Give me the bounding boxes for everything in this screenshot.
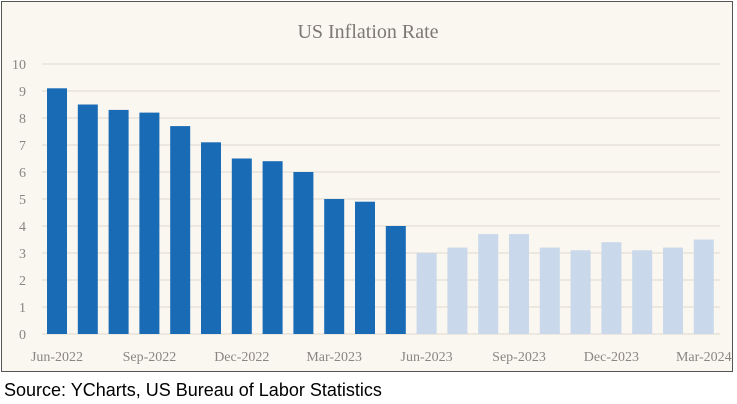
y-tick-label: 9 xyxy=(19,85,26,100)
bar-jul-2023 xyxy=(447,247,468,334)
y-tick-label: 4 xyxy=(19,220,26,235)
bar-may-2023 xyxy=(385,226,406,334)
bar-mar-2024 xyxy=(693,239,714,334)
bar-mar-2023 xyxy=(324,199,345,334)
x-tick-label: Sep-2023 xyxy=(492,350,546,365)
x-tick-label: Dec-2022 xyxy=(214,350,269,365)
y-tick-label: 0 xyxy=(19,328,26,343)
y-tick-label: 8 xyxy=(19,112,26,127)
bar-jul-2022 xyxy=(77,104,98,334)
y-tick-label: 10 xyxy=(12,58,26,73)
bar-apr-2023 xyxy=(355,201,375,334)
bar-jun-2022 xyxy=(47,88,67,334)
bar-aug-2022 xyxy=(108,109,129,335)
bar-nov-2022 xyxy=(201,142,221,334)
x-tick-label: Mar-2023 xyxy=(306,350,362,365)
bar-oct-2023 xyxy=(539,247,560,334)
x-tick-label: Jun-2022 xyxy=(31,350,83,365)
y-tick-label: 3 xyxy=(19,247,26,262)
y-tick-label: 6 xyxy=(19,166,26,181)
bar-jun-2023 xyxy=(416,253,437,334)
bar-oct-2022 xyxy=(170,126,191,334)
bar-sep-2023 xyxy=(509,234,529,334)
x-tick-label: Mar-2024 xyxy=(676,350,732,365)
x-tick-label: Jun-2023 xyxy=(401,350,453,365)
bar-sep-2022 xyxy=(139,112,160,334)
x-tick-label: Sep-2022 xyxy=(123,350,177,365)
y-tick-label: 2 xyxy=(19,274,26,289)
bar-feb-2023 xyxy=(293,172,314,334)
y-tick-label: 1 xyxy=(19,301,26,316)
source-note: Source: YCharts, US Bureau of Labor Stat… xyxy=(4,380,382,400)
x-tick-label: Dec-2023 xyxy=(584,350,639,365)
bar-dec-2022 xyxy=(231,158,252,334)
bar-feb-2024 xyxy=(663,247,683,334)
bar-chart: US Inflation Rate 0 1 2 3 4 5 6 7 8 9 10 Jun-2022 S… xyxy=(12,21,732,365)
y-tick-label: 7 xyxy=(19,139,26,154)
bar-jan-2023 xyxy=(262,161,283,334)
bar-nov-2023 xyxy=(570,250,591,334)
chart-frame: US Inflation Rate 0 1 2 3 4 5 6 7 8 9 10 Jun-2022 S… xyxy=(1,1,733,372)
chart-title: US Inflation Rate xyxy=(297,21,438,43)
bar-dec-2023 xyxy=(601,242,622,334)
y-tick-label: 5 xyxy=(19,193,26,208)
bar-jan-2024 xyxy=(632,250,653,334)
bar-aug-2023 xyxy=(478,234,499,334)
